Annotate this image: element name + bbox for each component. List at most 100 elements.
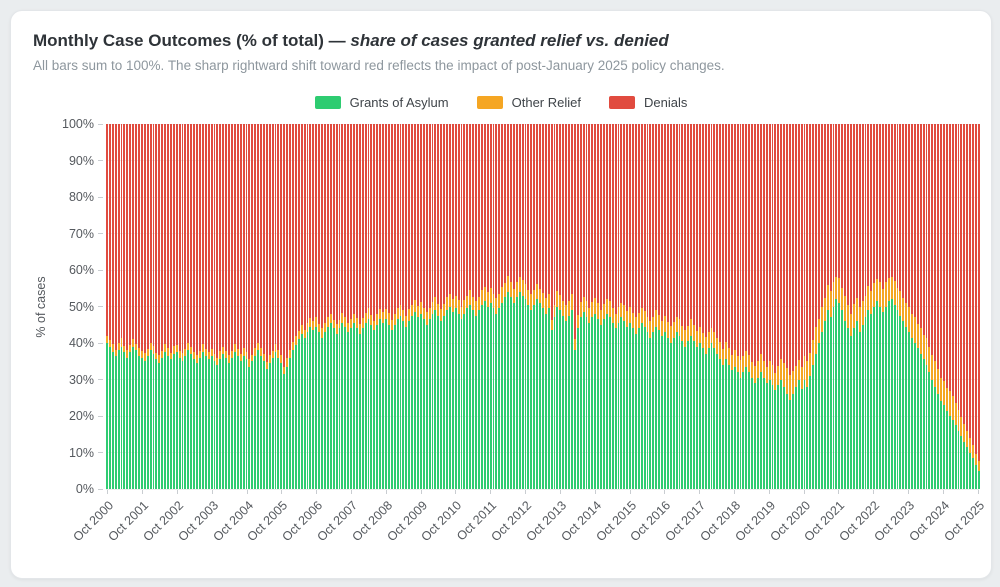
segment-grants	[495, 313, 498, 489]
bar-month-233	[783, 124, 786, 489]
segment-denials	[329, 124, 332, 314]
segment-other-relief	[562, 301, 565, 316]
segment-other-relief	[219, 351, 222, 360]
segment-grants	[486, 306, 489, 489]
segment-denials	[727, 124, 730, 349]
bar-month-13	[143, 124, 146, 489]
segment-grants	[748, 372, 751, 489]
segment-grants	[254, 355, 257, 489]
legend-swatch-2	[609, 96, 635, 109]
bar-month-29	[190, 124, 193, 489]
segment-grants	[568, 315, 570, 489]
legend-label-2: Denials	[644, 95, 688, 110]
segment-other-relief	[230, 350, 233, 358]
bar-month-289	[945, 124, 948, 489]
segment-denials	[135, 124, 137, 344]
segment-other-relief	[585, 301, 588, 318]
bar-month-163	[579, 124, 582, 489]
segment-denials	[178, 124, 181, 352]
segment-grants	[928, 372, 931, 489]
segment-grants	[634, 333, 637, 489]
segment-denials	[963, 124, 966, 425]
bar-month-166	[588, 124, 591, 489]
bar-month-22	[169, 124, 172, 489]
bar-month-241	[806, 124, 809, 489]
segment-grants	[806, 386, 809, 489]
legend-item-2: Denials	[609, 95, 687, 110]
segment-denials	[913, 124, 916, 318]
segment-grants	[129, 352, 132, 489]
segment-denials	[876, 124, 879, 280]
segment-grants	[265, 368, 268, 489]
segment-denials	[725, 124, 727, 342]
bar-month-260	[861, 124, 864, 489]
segment-grants	[530, 310, 533, 489]
segment-grants	[446, 310, 448, 489]
bar-month-239	[800, 124, 803, 489]
segment-denials	[309, 124, 312, 319]
segment-other-relief	[201, 344, 204, 353]
segment-grants	[472, 310, 475, 489]
segment-denials	[832, 124, 835, 283]
segment-denials	[297, 124, 300, 332]
segment-other-relief	[158, 355, 161, 364]
segment-grants	[916, 348, 919, 489]
segment-denials	[114, 124, 117, 350]
segment-denials	[585, 124, 588, 302]
y-tick-mark-20%	[98, 415, 103, 417]
segment-other-relief	[809, 353, 812, 376]
bar-month-137	[504, 124, 507, 489]
segment-grants	[617, 322, 620, 489]
x-tick-mark-Oct-2012	[525, 489, 527, 494]
segment-other-relief	[742, 355, 745, 373]
segment-grants	[329, 322, 332, 489]
bar-month-297	[969, 124, 972, 489]
segment-other-relief	[719, 342, 722, 360]
segment-other-relief	[957, 410, 960, 431]
segment-grants	[960, 436, 963, 489]
segment-denials	[106, 124, 108, 336]
bar-month-65	[294, 124, 297, 489]
segment-denials	[754, 124, 756, 366]
segment-grants	[478, 310, 480, 489]
segment-grants	[716, 353, 719, 489]
segment-denials	[129, 124, 132, 346]
bar-month-177	[620, 124, 623, 489]
segment-grants	[690, 335, 693, 489]
segment-other-relief	[977, 460, 980, 471]
bar-month-172	[605, 124, 608, 489]
segment-grants	[321, 337, 323, 489]
segment-other-relief	[600, 310, 602, 325]
y-tick-label-80%: 80%	[68, 190, 94, 204]
segment-grants	[855, 321, 858, 489]
segment-other-relief	[277, 350, 280, 358]
segment-other-relief	[422, 308, 425, 320]
bar-month-135	[498, 124, 501, 489]
segment-other-relief	[783, 363, 786, 387]
segment-denials	[591, 124, 594, 302]
bar-month-157	[562, 124, 565, 489]
segment-other-relief	[954, 403, 957, 426]
segment-other-relief	[759, 354, 762, 373]
segment-denials	[414, 124, 416, 300]
segment-grants	[736, 372, 739, 489]
segment-grants	[905, 326, 908, 489]
segment-grants	[402, 321, 405, 489]
segment-grants	[666, 337, 669, 489]
bar-month-155	[556, 124, 559, 489]
segment-denials	[881, 124, 884, 290]
segment-denials	[954, 124, 957, 404]
segment-grants	[344, 326, 347, 489]
bar-month-249	[829, 124, 832, 489]
bar-month-211	[719, 124, 722, 489]
chart-subtitle: All bars sum to 100%. The sharp rightwar…	[33, 58, 725, 73]
segment-grants	[704, 353, 707, 489]
segment-other-relief	[745, 351, 748, 367]
bar-month-194	[669, 124, 672, 489]
bar-month-217	[736, 124, 739, 489]
segment-denials	[742, 124, 745, 356]
bar-month-272	[896, 124, 899, 489]
segment-other-relief	[199, 350, 201, 358]
segment-grants	[483, 301, 486, 489]
segment-other-relief	[640, 308, 643, 323]
